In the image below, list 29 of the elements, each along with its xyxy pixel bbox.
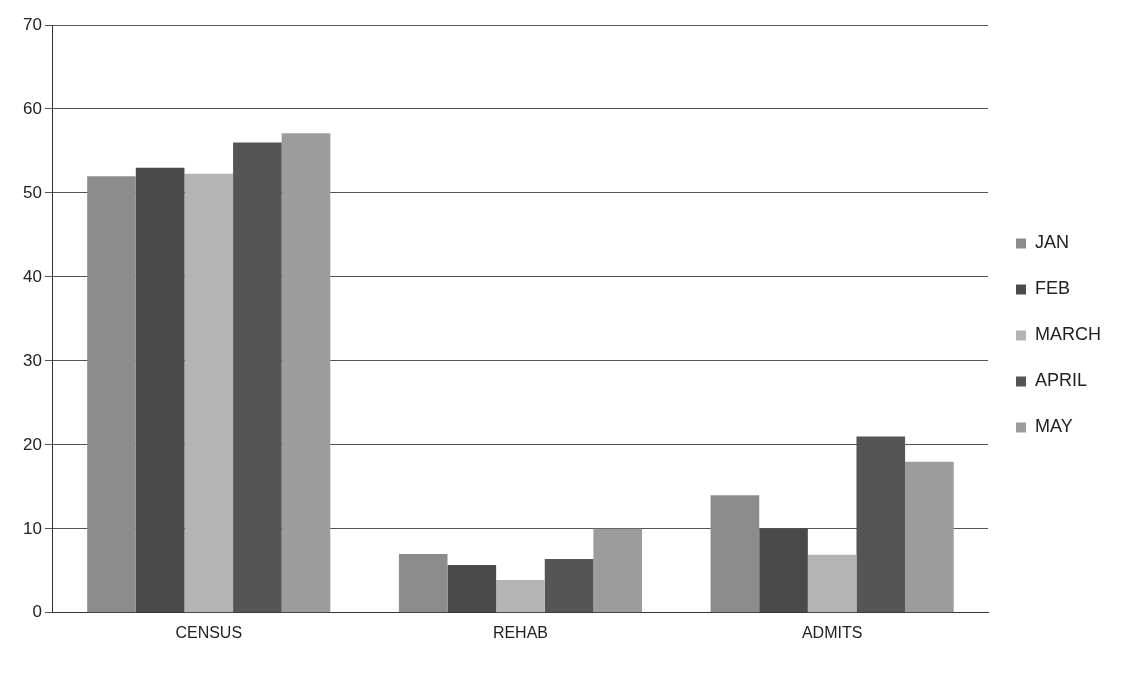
bar [398, 554, 448, 613]
legend-label: JAN [1035, 232, 1070, 253]
x-tick-label: ADMITS [801, 623, 863, 641]
y-tick-label: 0 [32, 602, 42, 622]
bar [807, 554, 857, 613]
y-tick-label: 20 [22, 434, 42, 454]
bar [135, 167, 185, 613]
legend-label: MAY [1035, 416, 1073, 437]
bar [87, 176, 136, 613]
legend-label: APRIL [1035, 370, 1088, 391]
legend-label: FEB [1035, 278, 1071, 299]
x-tick-label: REHAB [492, 623, 549, 641]
y-tick-label: 70 [22, 14, 42, 34]
bar [281, 133, 331, 613]
x-tick-label: CENSUS [175, 623, 243, 641]
y-tick-label: 10 [22, 518, 42, 538]
legend-label: MARCH [1035, 324, 1101, 345]
bar [233, 142, 282, 613]
bar [496, 580, 545, 613]
y-tick-label: 60 [22, 98, 42, 118]
bar [905, 461, 954, 613]
y-tick-label: 30 [22, 350, 42, 370]
bar [544, 559, 594, 613]
bar [184, 173, 234, 613]
bar [710, 495, 760, 613]
y-tick-label: 50 [22, 182, 42, 202]
bar [447, 564, 497, 613]
bar [593, 528, 643, 613]
y-tick-label: 40 [22, 266, 42, 286]
